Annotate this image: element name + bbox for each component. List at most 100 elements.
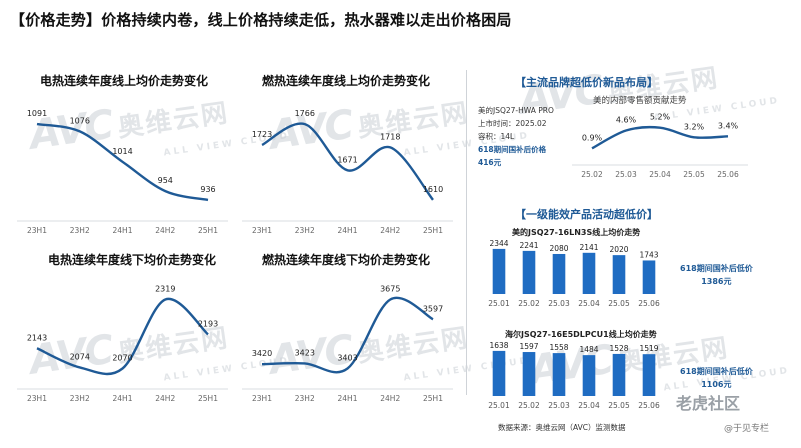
data-label: 3597 [423,304,443,313]
data-label: 2020 [609,245,628,254]
x-tick-label: 25H1 [198,394,218,403]
bar [552,353,566,396]
x-tick-label: 25.02 [518,401,540,410]
bar-chart-haier: 1638 25.01 1597 25.02 1558 25.03 1484 25.04 1528… [478,338,670,410]
chart-title: 美的内部零售额贡献走势 [593,96,687,106]
line-chart-gas-online: 1723 1766 1671 1718 1610 23H1 23H2 24H1 24H2 25H1 [240,96,455,236]
data-label: 2241 [519,241,538,250]
series-line [591,125,729,150]
chart-title: 燃热连续年度线下均价走势变化 [262,253,431,267]
data-label: 2074 [70,352,90,361]
section-divider [466,70,467,395]
x-tick-label: 25.06 [638,401,660,410]
x-tick-label: 25.05 [608,401,630,410]
data-label: 1671 [337,155,357,164]
data-label: 1638 [489,341,508,350]
x-tick-label: 23H1 [252,226,272,235]
data-label: 2070 [112,353,132,362]
line-chart-elec-offline: 2143 2074 2070 2319 2193 23H1 23H2 24H1 24H2 25H1 [15,272,230,404]
x-tick-label: 23H2 [295,394,315,403]
x-tick-label: 23H1 [27,226,47,235]
x-tick-label: 25.01 [488,299,510,308]
data-label: 1610 [423,185,443,194]
x-tick-label: 23H2 [70,394,90,403]
data-label: 1484 [579,345,598,354]
bar [612,255,626,294]
data-label: 2080 [549,244,568,253]
x-tick-label: 25.06 [638,299,660,308]
data-label: 1528 [609,344,628,353]
chart-title: 海尔JSQ27-16E5DLPCU1线上均价走势 [505,330,657,339]
data-label: 1519 [639,344,658,353]
data-label: 954 [158,176,173,185]
x-tick-label: 24H1 [338,226,358,235]
series-line [261,296,434,374]
data-label: 1723 [252,130,272,139]
x-tick-label: 24H1 [113,394,133,403]
chart-title: 美的JSQ27-16LN3S线上均价走势 [512,228,641,237]
x-tick-label: 23H2 [295,226,315,235]
series-line [36,122,209,202]
data-label: 0.9% [582,133,603,142]
x-tick-label: 25.01 [488,401,510,410]
x-tick-label: 25.02 [581,170,603,179]
data-label: 2143 [27,333,47,342]
bar [642,260,656,294]
series-line [261,122,434,201]
x-tick-label: 23H1 [27,394,47,403]
x-tick-label: 24H2 [155,394,175,403]
section-title-energy: 【一级能效产品活动超低价】 [515,208,658,221]
data-label: 4.6% [616,116,637,125]
promo-price: 618期间国补后低价 1386元 [680,264,753,286]
chart-title: 燃热连续年度线上均价走势变化 [262,74,431,88]
x-tick-label: 24H2 [380,394,400,403]
data-label: 1766 [295,109,315,118]
data-label: 1076 [70,116,90,125]
chart-title: 电热连续年度线下均价走势变化 [48,253,217,267]
chart-title: 电热连续年度线上均价走势变化 [40,74,209,88]
data-label: 2141 [579,243,598,252]
data-label: 5.2% [650,113,671,122]
data-label: 3675 [380,285,400,294]
series-line [36,297,209,376]
author-tag: @于见专栏 [724,424,770,434]
data-label: 1091 [27,109,47,118]
data-label: 1597 [519,342,538,351]
bar [582,355,596,396]
x-tick-label: 25.03 [615,170,637,179]
product-info: 美的JSQ27-HWA PRO 上市时间：2025.02 容积：14L 618期… [478,106,554,167]
x-tick-label: 25.04 [578,401,600,410]
community-badge: 老虎社区 [676,394,741,413]
bar-chart-midea: 2344 25.01 2241 25.02 2080 25.03 2141 25.04 2020… [478,236,670,308]
x-tick-label: 24H2 [155,226,175,235]
data-label: 3.4% [718,121,739,130]
line-chart-gas-offline: 3420 3423 3403 3675 3597 23H1 23H2 24H1 24H2 25H1 [240,272,455,404]
bar [492,248,506,294]
data-label: 3420 [252,349,272,358]
data-label: 936 [200,185,215,194]
x-tick-label: 24H2 [380,226,400,235]
line-chart-share: 0.9% 4.6% 5.2% 3.2% 3.4% 25.02 25.03 25.04 25.05… [570,104,750,180]
section-title-new-product: 【主流品牌超低价新品布局】 [515,76,658,89]
x-tick-label: 23H1 [252,394,272,403]
x-tick-label: 25.03 [548,299,570,308]
bar [612,353,626,396]
data-label: 1743 [639,250,658,259]
x-tick-label: 25H1 [423,394,443,403]
x-tick-label: 25.05 [683,170,705,179]
page-headline: 【价格走势】价格持续内卷，线上价格持续走低，热水器难以走出价格困局 [10,11,512,29]
x-tick-label: 25.02 [518,299,540,308]
data-label: 2193 [198,319,218,328]
x-tick-label: 25.04 [578,299,600,308]
bar [642,354,656,396]
x-tick-label: 24H1 [338,394,358,403]
data-label: 2319 [155,285,175,294]
data-label: 1718 [380,132,400,141]
x-tick-label: 25H1 [423,226,443,235]
x-tick-label: 25.06 [717,170,739,179]
promo-price: 618期间国补后低价 1106元 [680,367,753,389]
x-tick-label: 25.03 [548,401,570,410]
data-label: 2344 [489,239,508,248]
x-tick-label: 25H1 [198,226,218,235]
bar [552,253,566,294]
